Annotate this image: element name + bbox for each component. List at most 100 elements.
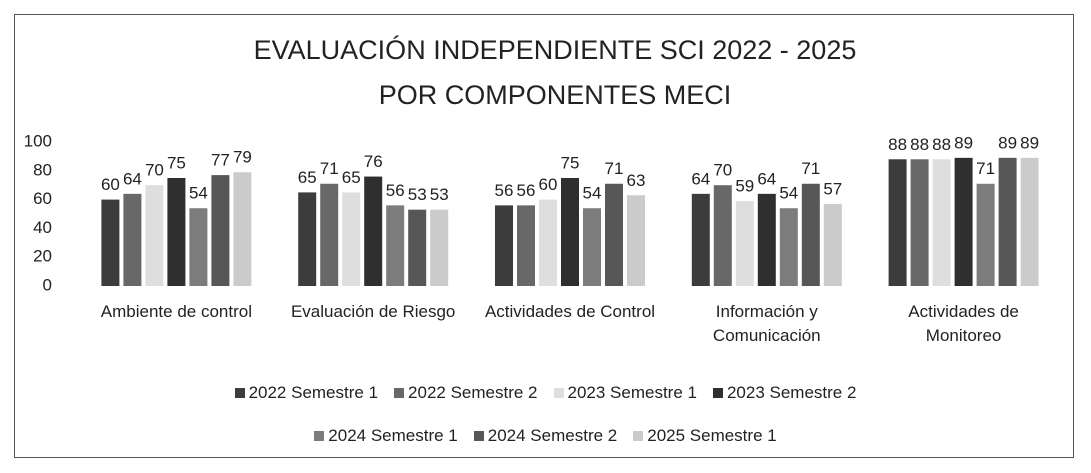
data-label: 57 xyxy=(823,179,842,198)
data-label: 79 xyxy=(233,148,252,167)
chart-title: EVALUACIÓN INDEPENDIENTE SCI 2022 - 2025 xyxy=(254,34,857,65)
bar xyxy=(101,199,120,286)
bar xyxy=(342,192,361,286)
bar xyxy=(605,183,623,286)
data-label: 53 xyxy=(430,185,449,204)
legend-item: 2022 Semestre 1 xyxy=(234,383,378,403)
data-label: 88 xyxy=(888,135,907,154)
data-label: 75 xyxy=(561,153,580,172)
data-label: 89 xyxy=(954,133,973,152)
bar xyxy=(386,205,405,286)
x-tick-label: Actividades de Control xyxy=(484,302,656,321)
bar xyxy=(801,183,820,286)
legend-label: 2025 Semestre 1 xyxy=(647,426,777,445)
y-tick-label: 20 xyxy=(33,247,52,266)
bar xyxy=(757,193,776,286)
bar xyxy=(364,176,383,286)
bar xyxy=(517,205,535,286)
bar xyxy=(779,208,798,286)
legend-item: 2024 Semestre 2 xyxy=(473,426,618,446)
data-label: 60 xyxy=(101,175,120,194)
bar xyxy=(823,203,842,286)
legend-swatch xyxy=(553,388,564,398)
data-label: 53 xyxy=(408,185,427,204)
data-label: 71 xyxy=(976,159,995,178)
data-label: 71 xyxy=(320,159,339,178)
bar xyxy=(1020,157,1039,286)
data-label: 65 xyxy=(298,168,317,187)
data-label: 88 xyxy=(932,135,951,154)
legend-swatch xyxy=(473,431,484,441)
data-label: 89 xyxy=(1020,133,1039,152)
legend-label: 2024 Semestre 1 xyxy=(328,426,458,445)
bar xyxy=(998,157,1017,286)
data-label: 89 xyxy=(998,133,1017,152)
data-label: 70 xyxy=(713,161,732,180)
bar xyxy=(735,201,754,286)
legend-label: 2022 Semestre 2 xyxy=(408,383,538,402)
bar xyxy=(910,159,929,286)
bar xyxy=(713,185,732,286)
bar xyxy=(123,193,142,286)
data-label: 56 xyxy=(517,181,536,200)
data-label: 54 xyxy=(779,184,798,203)
data-label: 71 xyxy=(801,159,820,178)
data-label: 71 xyxy=(605,159,624,178)
bar xyxy=(932,159,951,286)
data-label: 75 xyxy=(167,153,186,172)
data-label: 77 xyxy=(211,151,230,170)
data-label: 64 xyxy=(757,169,776,188)
legend-label: 2023 Semestre 2 xyxy=(726,383,857,402)
bar xyxy=(627,195,645,286)
legend-label: 2023 Semestre 1 xyxy=(567,383,697,402)
data-label: 64 xyxy=(691,169,710,188)
data-label: 56 xyxy=(495,181,514,200)
bar xyxy=(167,178,186,286)
legend: 2022 Semestre 1 2022 Semestre 2 2023 Semes… xyxy=(0,383,1091,403)
data-label: 63 xyxy=(627,171,646,190)
bar xyxy=(320,183,339,286)
legend-item: 2023 Semestre 2 xyxy=(712,383,857,403)
bar xyxy=(583,208,601,286)
x-tick-label: Actividades de Monitoreo xyxy=(908,302,1019,345)
bar xyxy=(298,192,317,286)
legend: 2024 Semestre 1 2024 Semestre 2 2025 Semes… xyxy=(0,426,1091,446)
data-label: 88 xyxy=(910,135,929,154)
data-label: 65 xyxy=(342,168,361,187)
bar xyxy=(430,209,449,286)
x-tick-label: Evaluación de Riesgo xyxy=(290,302,456,321)
bar xyxy=(211,175,230,286)
bar xyxy=(539,199,557,286)
legend-item: 2024 Semestre 1 xyxy=(314,426,458,446)
x-tick-label: Ambiente de control xyxy=(100,302,252,321)
legend-label: 2024 Semestre 2 xyxy=(487,426,618,445)
y-tick-label: 0 xyxy=(43,275,52,294)
legend-swatch xyxy=(633,431,644,441)
bar xyxy=(691,193,710,286)
data-label: 54 xyxy=(189,184,208,203)
data-label: 60 xyxy=(539,175,558,194)
bar xyxy=(976,183,995,286)
y-tick-label: 60 xyxy=(33,189,52,208)
legend-swatch xyxy=(314,431,325,441)
legend-swatch xyxy=(234,388,245,398)
legend-swatch xyxy=(394,388,405,398)
bar xyxy=(233,172,252,286)
data-label: 59 xyxy=(735,177,754,196)
legend-item: 2023 Semestre 1 xyxy=(553,383,697,403)
data-label: 56 xyxy=(386,181,405,200)
bar xyxy=(561,178,579,286)
bar xyxy=(888,159,907,286)
legend-item: 2022 Semestre 2 xyxy=(394,383,538,403)
x-tick-label: Información y Comunicación xyxy=(712,302,821,345)
data-label: 76 xyxy=(364,152,383,171)
data-label: 70 xyxy=(145,161,164,180)
legend-swatch xyxy=(712,388,723,398)
bar xyxy=(189,208,208,286)
y-tick-label: 80 xyxy=(33,160,52,179)
bar xyxy=(408,209,427,286)
bar xyxy=(495,205,513,286)
bar xyxy=(145,185,164,286)
